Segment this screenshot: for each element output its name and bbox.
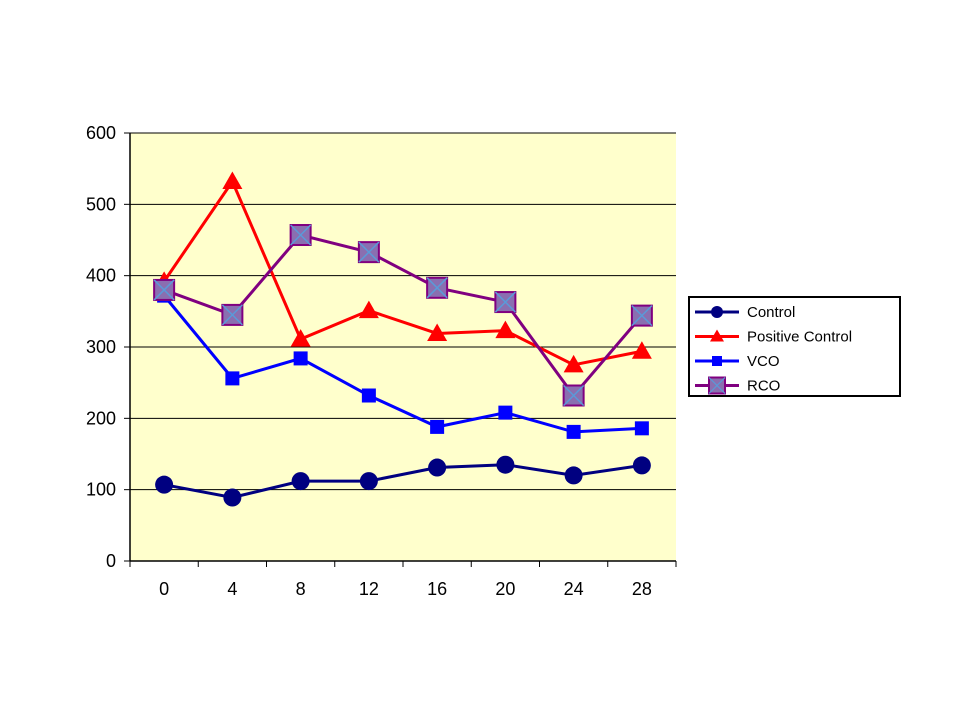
point-vco-8: [293, 351, 308, 366]
x-tick-label-24: 24: [564, 579, 584, 599]
legend-marker-control: [711, 306, 723, 318]
x-tick-label-16: 16: [427, 579, 447, 599]
legend-marker-vco: [712, 356, 722, 366]
x-tick-label-4: 4: [227, 579, 237, 599]
y-tick-label-400: 400: [86, 266, 116, 286]
series-line-control: [163, 463, 643, 500]
point-control-28: [632, 456, 651, 475]
series-line-positive-control: [162, 178, 643, 367]
point-vco-4: [225, 371, 240, 386]
point-control-0: [155, 475, 174, 494]
legend: Control Positive Control VCO RCO: [688, 296, 901, 397]
point-rco-0-cross-b: [153, 279, 175, 301]
series-rco: [153, 224, 653, 407]
point-control-20: [496, 455, 515, 474]
point-rco-8: [289, 224, 312, 247]
point-rco-24-cross-b: [563, 384, 585, 407]
point-rco-12: [357, 241, 380, 264]
legend-marker-rco: [708, 376, 726, 395]
x-axis-tick-labels: 0 4 8 12 16 20 24 28: [159, 579, 652, 599]
legend-label-vco: VCO: [747, 353, 780, 370]
y-tick-label-0: 0: [106, 551, 116, 571]
point-positive-control-28: [631, 341, 652, 359]
point-rco-24: [562, 384, 585, 407]
y-tick-label-600: 600: [86, 123, 116, 143]
point-control-4: [223, 488, 242, 507]
y-tick-label-200: 200: [86, 408, 116, 428]
legend-marker-cross-b-rco: [708, 377, 726, 394]
x-tick-label-8: 8: [296, 579, 306, 599]
point-rco-8-cross-b: [290, 224, 312, 246]
series-line-rco: [163, 233, 644, 398]
series-positive-control: [154, 171, 652, 373]
point-control-24: [564, 466, 583, 485]
point-rco-20: [494, 291, 517, 314]
point-positive-control-16: [427, 323, 448, 341]
point-rco-4: [221, 303, 244, 326]
y-tick-label-100: 100: [86, 480, 116, 500]
point-positive-control-8: [290, 329, 311, 347]
legend-label-rco: RCO: [747, 378, 780, 395]
gridlines: [130, 132, 676, 491]
y-tick-label-500: 500: [86, 194, 116, 214]
point-rco-4-cross-b: [221, 304, 243, 326]
legend-label-control: Control: [747, 304, 795, 321]
point-positive-control-20: [495, 320, 516, 339]
point-control-16: [428, 458, 447, 477]
point-positive-control-4: [222, 171, 243, 190]
y-tick-label-300: 300: [86, 337, 116, 357]
legend-marker-positive-control: [710, 329, 724, 342]
point-vco-20: [498, 405, 513, 420]
x-tick-label-28: 28: [632, 579, 652, 599]
y-axis-tick-labels: 0 100 200 300 400 500 600: [86, 123, 116, 571]
point-vco-24: [566, 424, 581, 439]
x-tick-label-0: 0: [159, 579, 169, 599]
point-positive-control-24: [563, 354, 584, 373]
point-rco-28-cross-b: [631, 305, 653, 327]
point-rco-0: [153, 278, 176, 301]
point-rco-16: [426, 276, 449, 299]
legend-label-positive-control: Positive Control: [747, 329, 852, 346]
point-rco-20-cross-b: [494, 291, 516, 313]
point-control-12: [359, 472, 378, 491]
series-vco: [157, 288, 649, 439]
point-rco-12-cross-b: [358, 241, 380, 263]
point-rco-28: [630, 304, 653, 327]
x-tick-label-20: 20: [495, 579, 515, 599]
point-control-8: [291, 472, 310, 491]
point-vco-16: [430, 419, 445, 434]
series-line-vco: [162, 294, 642, 434]
point-vco-12: [361, 388, 376, 403]
point-positive-control-12: [358, 300, 379, 319]
x-tick-label-12: 12: [359, 579, 379, 599]
series-control: [155, 455, 651, 507]
axes: [124, 132, 677, 567]
point-rco-16-cross-b: [426, 277, 448, 299]
point-vco-28: [634, 421, 649, 436]
series-layer: [153, 171, 653, 507]
